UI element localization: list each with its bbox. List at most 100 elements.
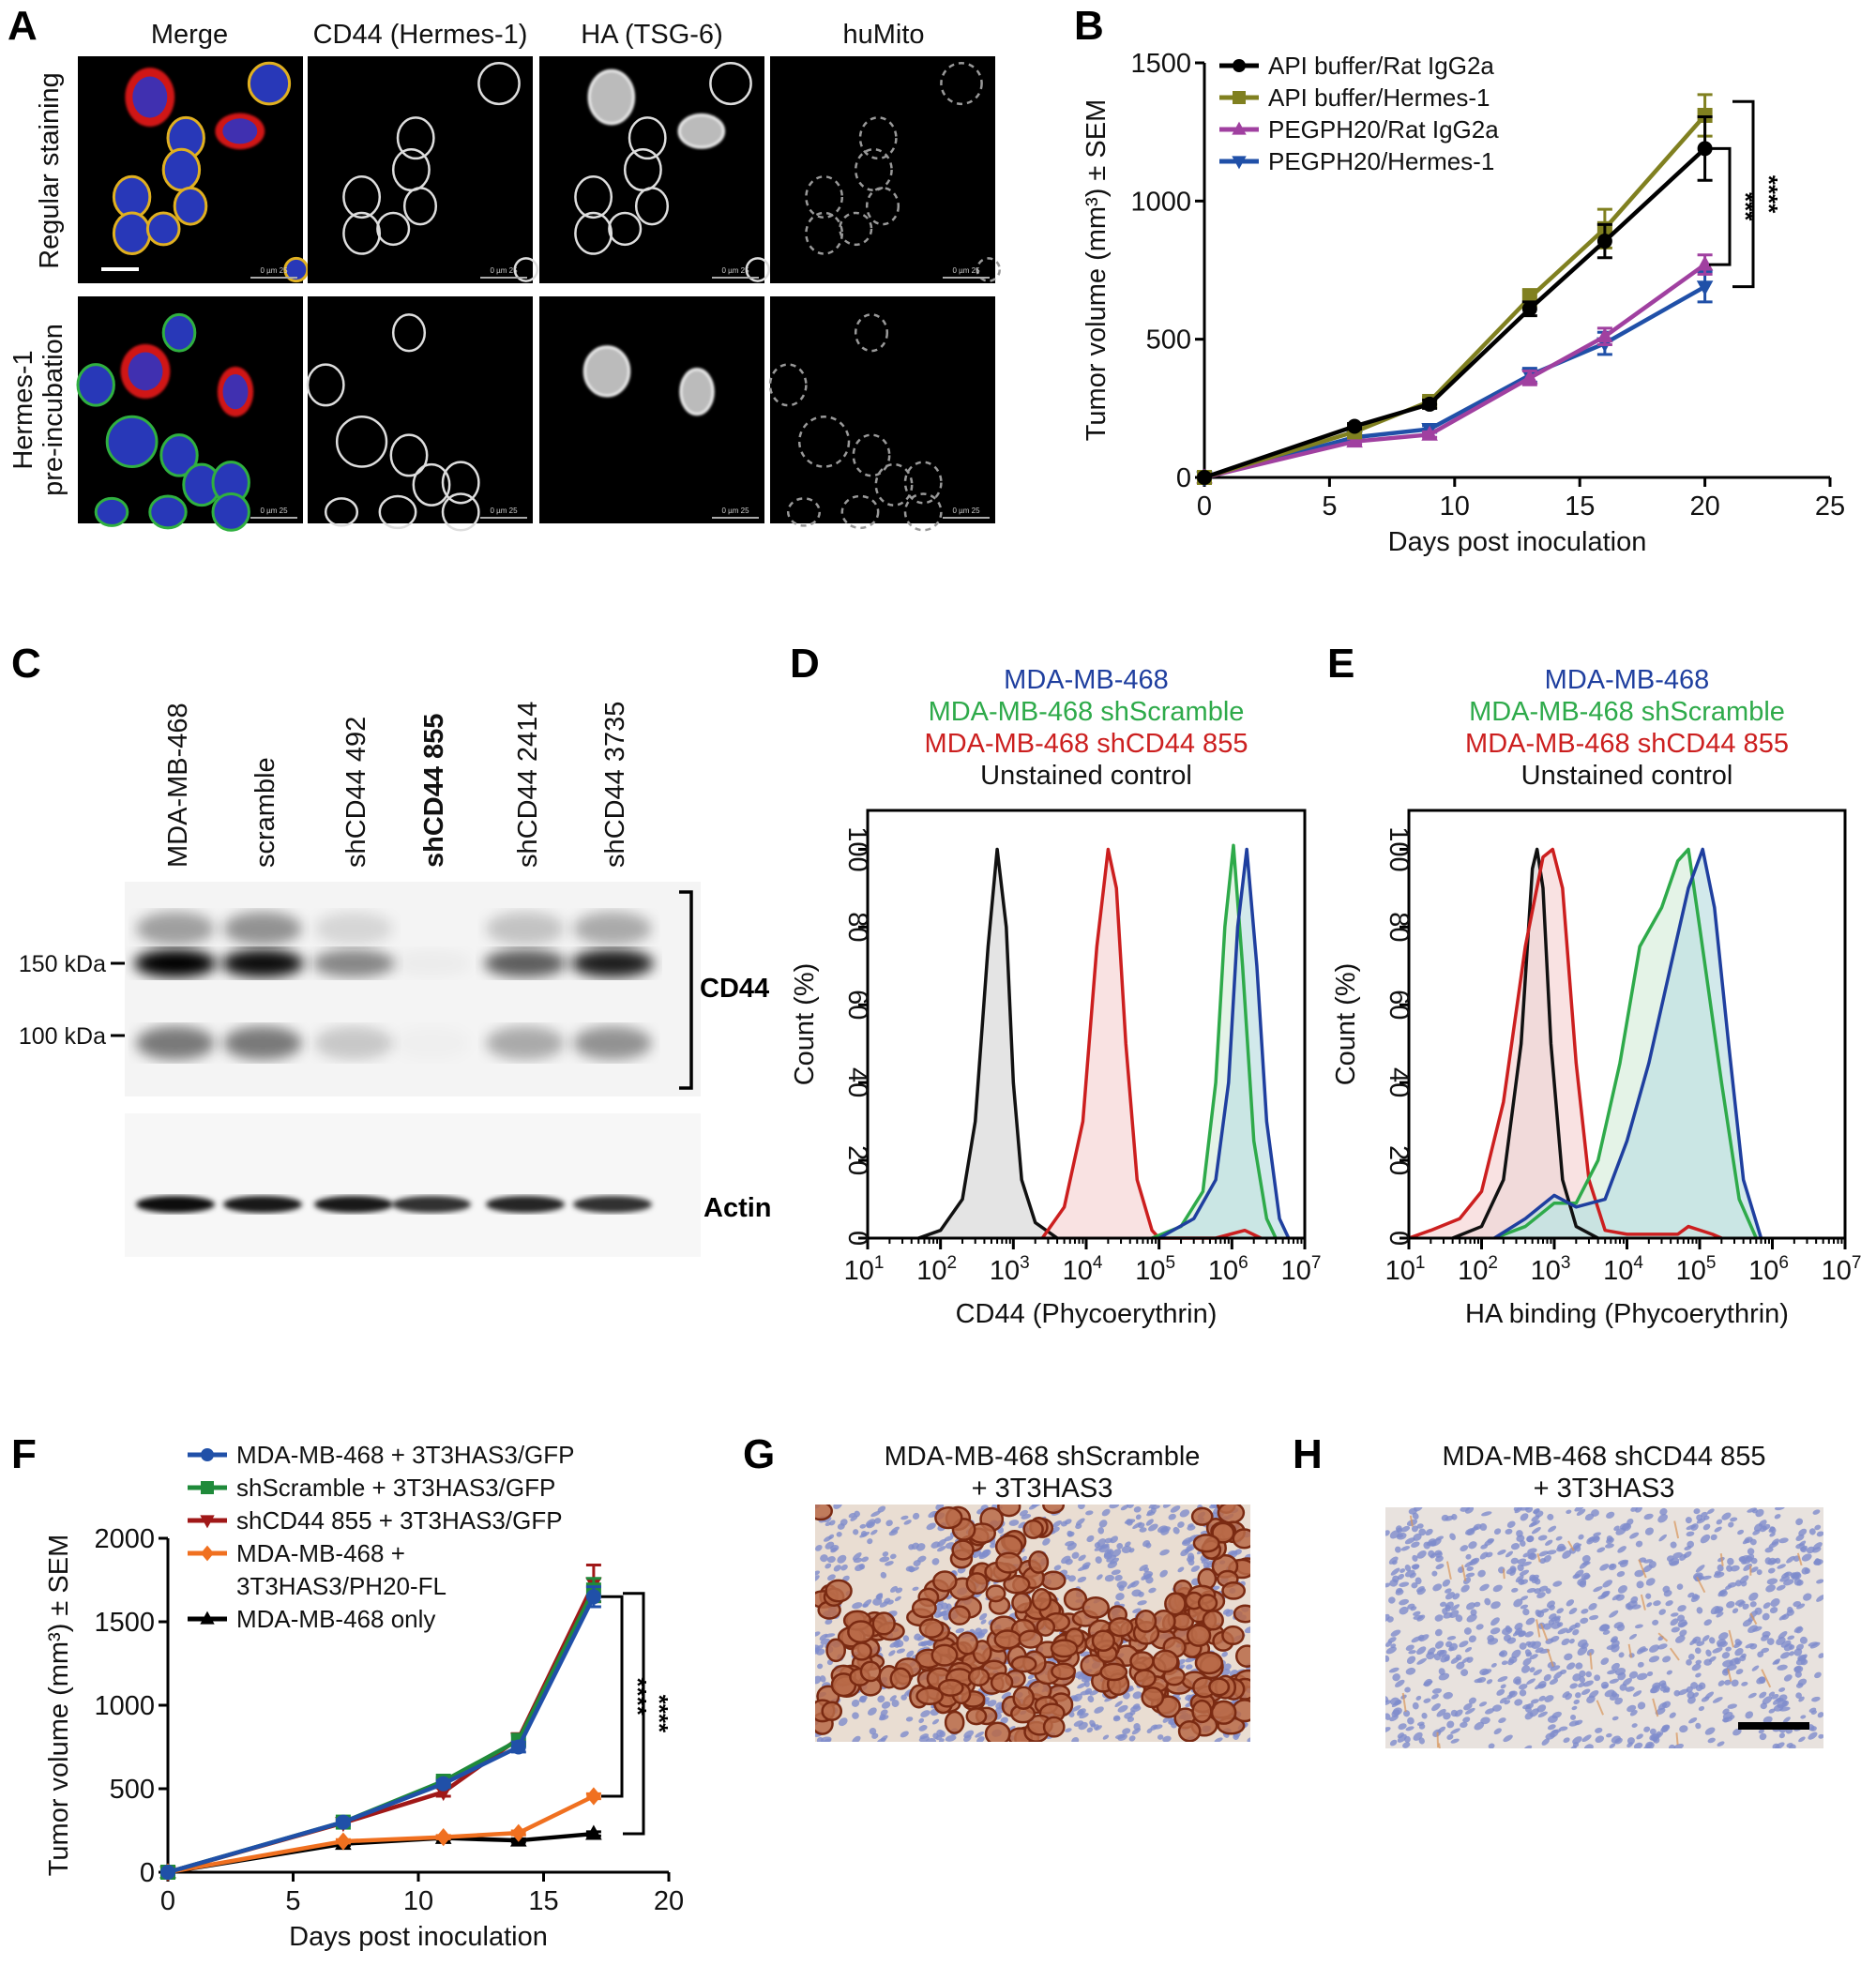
nucleus [1412,1512,1419,1520]
nucleus [1402,1742,1411,1748]
legend-item: PEGPH20/Rat IgG2a [1219,115,1499,144]
panel-h-title-line1: MDA-MB-468 shCD44 855 [1443,1442,1766,1472]
stained-cell [915,1686,944,1706]
nucleus [1665,1600,1673,1607]
nucleus [852,1712,859,1719]
nucleus [1480,1716,1490,1725]
histogram-fill [1409,849,1722,1238]
stained-cell [1190,1506,1214,1526]
nucleus [1446,1733,1454,1740]
nucleus [1570,1714,1577,1720]
nucleus [978,1612,988,1621]
nucleus [1474,1721,1485,1731]
nucleus [882,1551,889,1557]
nucleus [1468,1541,1477,1550]
nucleus [1723,1716,1730,1723]
band-cd44-150 [390,949,473,977]
nucleus [1093,1724,1099,1731]
nucleus [1759,1691,1767,1699]
nucleus [900,1515,909,1520]
nucleus [1686,1531,1695,1537]
nucleus [1591,1509,1599,1517]
nucleus [1763,1602,1771,1610]
nucleus [1814,1524,1822,1531]
nucleus [1435,1535,1445,1541]
micrograph-1-3 [539,56,764,283]
faint-stain [1719,1553,1724,1566]
nucleus [1392,1575,1399,1583]
nucleus [1582,1680,1594,1687]
nucleus [1449,1610,1460,1618]
nucleus [885,1520,893,1527]
nucleus [1794,1671,1802,1678]
nucleus [1576,1508,1586,1516]
data-point [200,1611,215,1625]
nucleus [1579,1561,1589,1569]
nucleus [1071,1551,1080,1559]
nucleus [1648,1656,1660,1663]
nucleus [1611,1662,1620,1671]
nucleus [1423,1698,1431,1703]
nucleus [1655,1707,1666,1716]
nucleus [1450,1604,1460,1611]
nucleus [1742,1603,1749,1611]
title-line: MDA-MB-468 shScramble [1469,697,1785,727]
nucleus [1114,1701,1123,1708]
x-tick-label: 0 [1197,492,1212,522]
nucleus [1493,1728,1502,1735]
nucleus [1389,1715,1399,1722]
nucleus [1463,1627,1472,1635]
nucleus [1162,1735,1172,1742]
nucleus [1749,1601,1757,1608]
nucleus [1573,1699,1581,1704]
faint-stain [1761,1669,1772,1688]
cell-nucleus [161,147,202,192]
stained-cell [1031,1587,1052,1611]
nucleus [1687,1592,1695,1598]
nucleus [1687,1691,1695,1700]
stained-cell [951,1539,975,1561]
nucleus [1758,1676,1766,1684]
nucleus [1549,1729,1559,1738]
nucleus [1653,1600,1661,1607]
cell-nucleus [128,352,163,391]
nucleus [1435,1555,1444,1563]
panel-f-tumor-growth-chart: 0 5 10 15 20 0 500 1000 1500 2000 Days post inocul… [44,1441,684,1952]
stained-cell [1208,1677,1231,1697]
nucleus [1497,1549,1506,1555]
nucleus [1479,1668,1490,1676]
nucleus [1766,1638,1775,1645]
nucleus [1634,1624,1643,1629]
nucleus [1407,1716,1415,1725]
nucleus [1703,1658,1713,1666]
cell-nucleus [112,211,152,256]
nucleus [1190,1565,1201,1572]
nucleus [1726,1601,1735,1609]
stained-cell [995,1551,1023,1574]
nucleus [1733,1641,1743,1649]
nucleus [1557,1543,1566,1551]
nucleus [830,1547,838,1553]
nucleus [1525,1702,1535,1709]
nucleus [1743,1564,1752,1571]
nucleus [1233,1549,1242,1555]
nucleus [1079,1713,1089,1719]
nucleus [902,1635,910,1642]
nucleus [1712,1647,1723,1654]
nucleus [1575,1692,1581,1699]
nucleus [1416,1721,1425,1727]
histogram-line [1452,847,1599,1240]
nucleus [1643,1559,1654,1564]
nucleus [1547,1724,1556,1731]
stained-cell [1028,1550,1050,1574]
data-point [435,1828,451,1847]
nucleus [1385,1655,1390,1662]
nucleus [1679,1629,1687,1637]
nucleus [1478,1701,1488,1707]
faint-stain [1567,1540,1575,1551]
nucleus [1520,1513,1529,1521]
nucleus [1561,1638,1570,1646]
stained-cell [1022,1519,1044,1539]
stained-cell [851,1641,872,1661]
nucleus [1595,1727,1603,1733]
